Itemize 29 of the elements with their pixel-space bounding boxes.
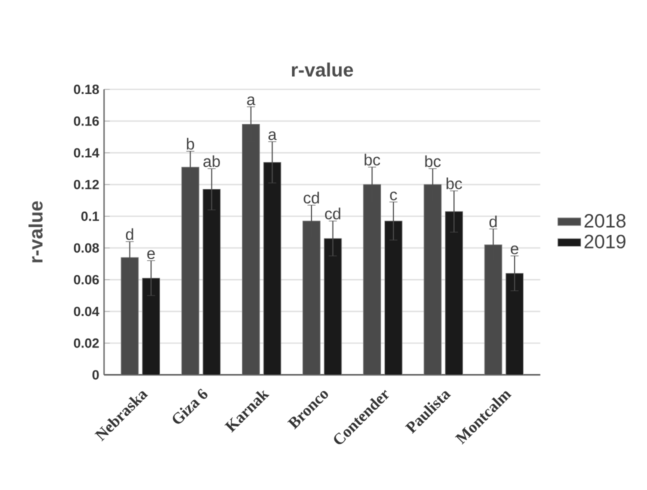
- y-tick-label: 0.04: [74, 306, 100, 316]
- x-tick-label: Giza 6: [172, 388, 208, 424]
- annotation: bc: [364, 154, 380, 166]
- y-tick-label: 0.16: [74, 116, 99, 126]
- y-axis-title: r-value: [28, 201, 43, 263]
- annotation: d: [489, 216, 497, 228]
- annotation: a: [268, 132, 277, 140]
- annotation: a: [247, 96, 256, 106]
- y-tick-label: 0.14: [74, 148, 100, 158]
- y-tick-label: 0: [92, 370, 99, 380]
- y-tick-label: 0.12: [74, 180, 99, 190]
- annotation: b: [186, 138, 194, 150]
- y-tick-label: 0.1: [81, 212, 99, 222]
- legend-label: 2019: [584, 234, 626, 249]
- annotation: e: [510, 246, 518, 254]
- legend-label: 2018: [584, 214, 626, 228]
- annotation: e: [147, 250, 155, 260]
- y-tick-label: 0.06: [74, 275, 99, 285]
- annotation: cd: [325, 208, 340, 220]
- chart-title: r-value: [292, 62, 353, 77]
- annotation: bc: [425, 156, 441, 168]
- y-tick-label: 0.02: [74, 338, 99, 348]
- annotation: ab: [203, 156, 220, 168]
- annotation: d: [126, 228, 134, 240]
- y-tick-label: 0.08: [74, 243, 99, 253]
- y-tick-label: 0.18: [74, 84, 99, 94]
- annotation: bc: [446, 178, 462, 190]
- annotation: cd: [304, 192, 319, 204]
- annotation: c: [390, 192, 397, 201]
